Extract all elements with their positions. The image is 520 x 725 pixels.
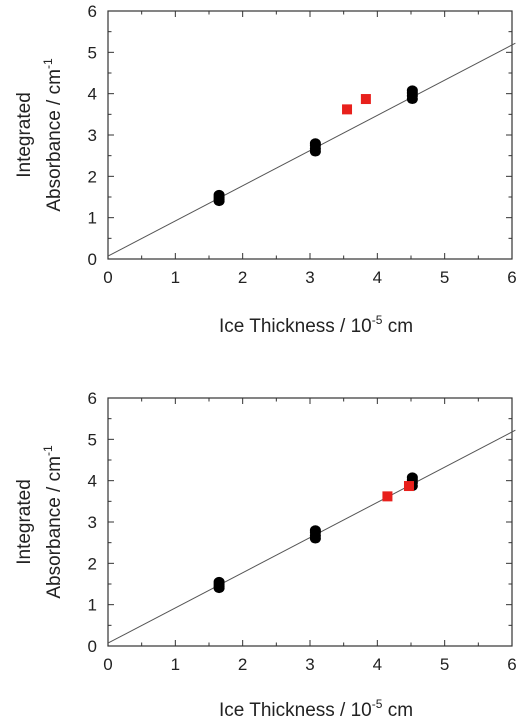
y-tick-label: 1 bbox=[88, 209, 97, 228]
y-axis-title-line2: Absorbance / cm-1 bbox=[41, 58, 65, 212]
data-point-circle bbox=[213, 189, 225, 200]
x-tick-label: 5 bbox=[440, 655, 449, 674]
y-axis-title-line1: Integrated bbox=[14, 92, 35, 178]
y-tick-label: 2 bbox=[88, 167, 97, 186]
plot-frame bbox=[107, 397, 513, 647]
x-tick-label: 0 bbox=[103, 655, 112, 674]
y-tick-label: 5 bbox=[88, 43, 97, 62]
y-tick-label: 0 bbox=[88, 637, 97, 656]
chart-panel-1: 0 1 2 3 4 5 6 0 1 2 3 4 5 6 Ice Thickness / 10-5 cm Int… bbox=[14, 2, 517, 337]
data-point-circle bbox=[406, 85, 418, 96]
y-tick-label: 2 bbox=[88, 554, 97, 573]
x-tick-label: 2 bbox=[238, 655, 247, 674]
y-tick-label: 0 bbox=[88, 250, 97, 269]
x-tick-label: 3 bbox=[305, 268, 314, 287]
y-tick-label: 6 bbox=[88, 389, 97, 408]
x-tick-label: 6 bbox=[507, 655, 516, 674]
x-axis-title: Ice Thickness / 10-5 cm bbox=[219, 313, 413, 337]
x-tick-label: 0 bbox=[103, 268, 112, 287]
data-point-circle bbox=[213, 576, 225, 587]
y-axis-title-line1: Integrated bbox=[14, 479, 35, 565]
x-tick-label: 2 bbox=[238, 268, 247, 287]
x-tick-label: 4 bbox=[373, 268, 382, 287]
x-tick-label: 6 bbox=[507, 268, 516, 287]
data-point-square bbox=[403, 481, 414, 492]
y-tick-label: 3 bbox=[88, 513, 97, 532]
y-tick-label: 4 bbox=[88, 472, 97, 491]
y-tick-label: 5 bbox=[88, 430, 97, 449]
chart-panel-2: 0 1 2 3 4 5 6 0 1 2 3 4 5 6 Ice Thickness / 10-5 cm Int… bbox=[14, 389, 517, 721]
x-tick-label: 3 bbox=[305, 655, 314, 674]
x-tick-label: 1 bbox=[171, 655, 180, 674]
y-tick-label: 6 bbox=[88, 2, 97, 21]
x-tick-label: 4 bbox=[373, 655, 382, 674]
data-point-square bbox=[360, 94, 371, 105]
plot-frame bbox=[107, 10, 513, 260]
data-point-square bbox=[382, 491, 393, 502]
x-axis-title: Ice Thickness / 10-5 cm bbox=[219, 697, 413, 720]
y-axis-title-line2: Absorbance / cm-1 bbox=[41, 445, 65, 599]
x-tick-label: 1 bbox=[171, 268, 180, 287]
x-tick-label: 5 bbox=[440, 268, 449, 287]
data-point-square bbox=[342, 104, 353, 115]
data-point-circle bbox=[406, 472, 418, 483]
data-point-circle bbox=[309, 138, 321, 149]
y-tick-label: 3 bbox=[88, 126, 97, 145]
y-tick-label: 1 bbox=[88, 596, 97, 615]
data-point-circle bbox=[309, 525, 321, 536]
y-tick-label: 4 bbox=[88, 85, 97, 104]
